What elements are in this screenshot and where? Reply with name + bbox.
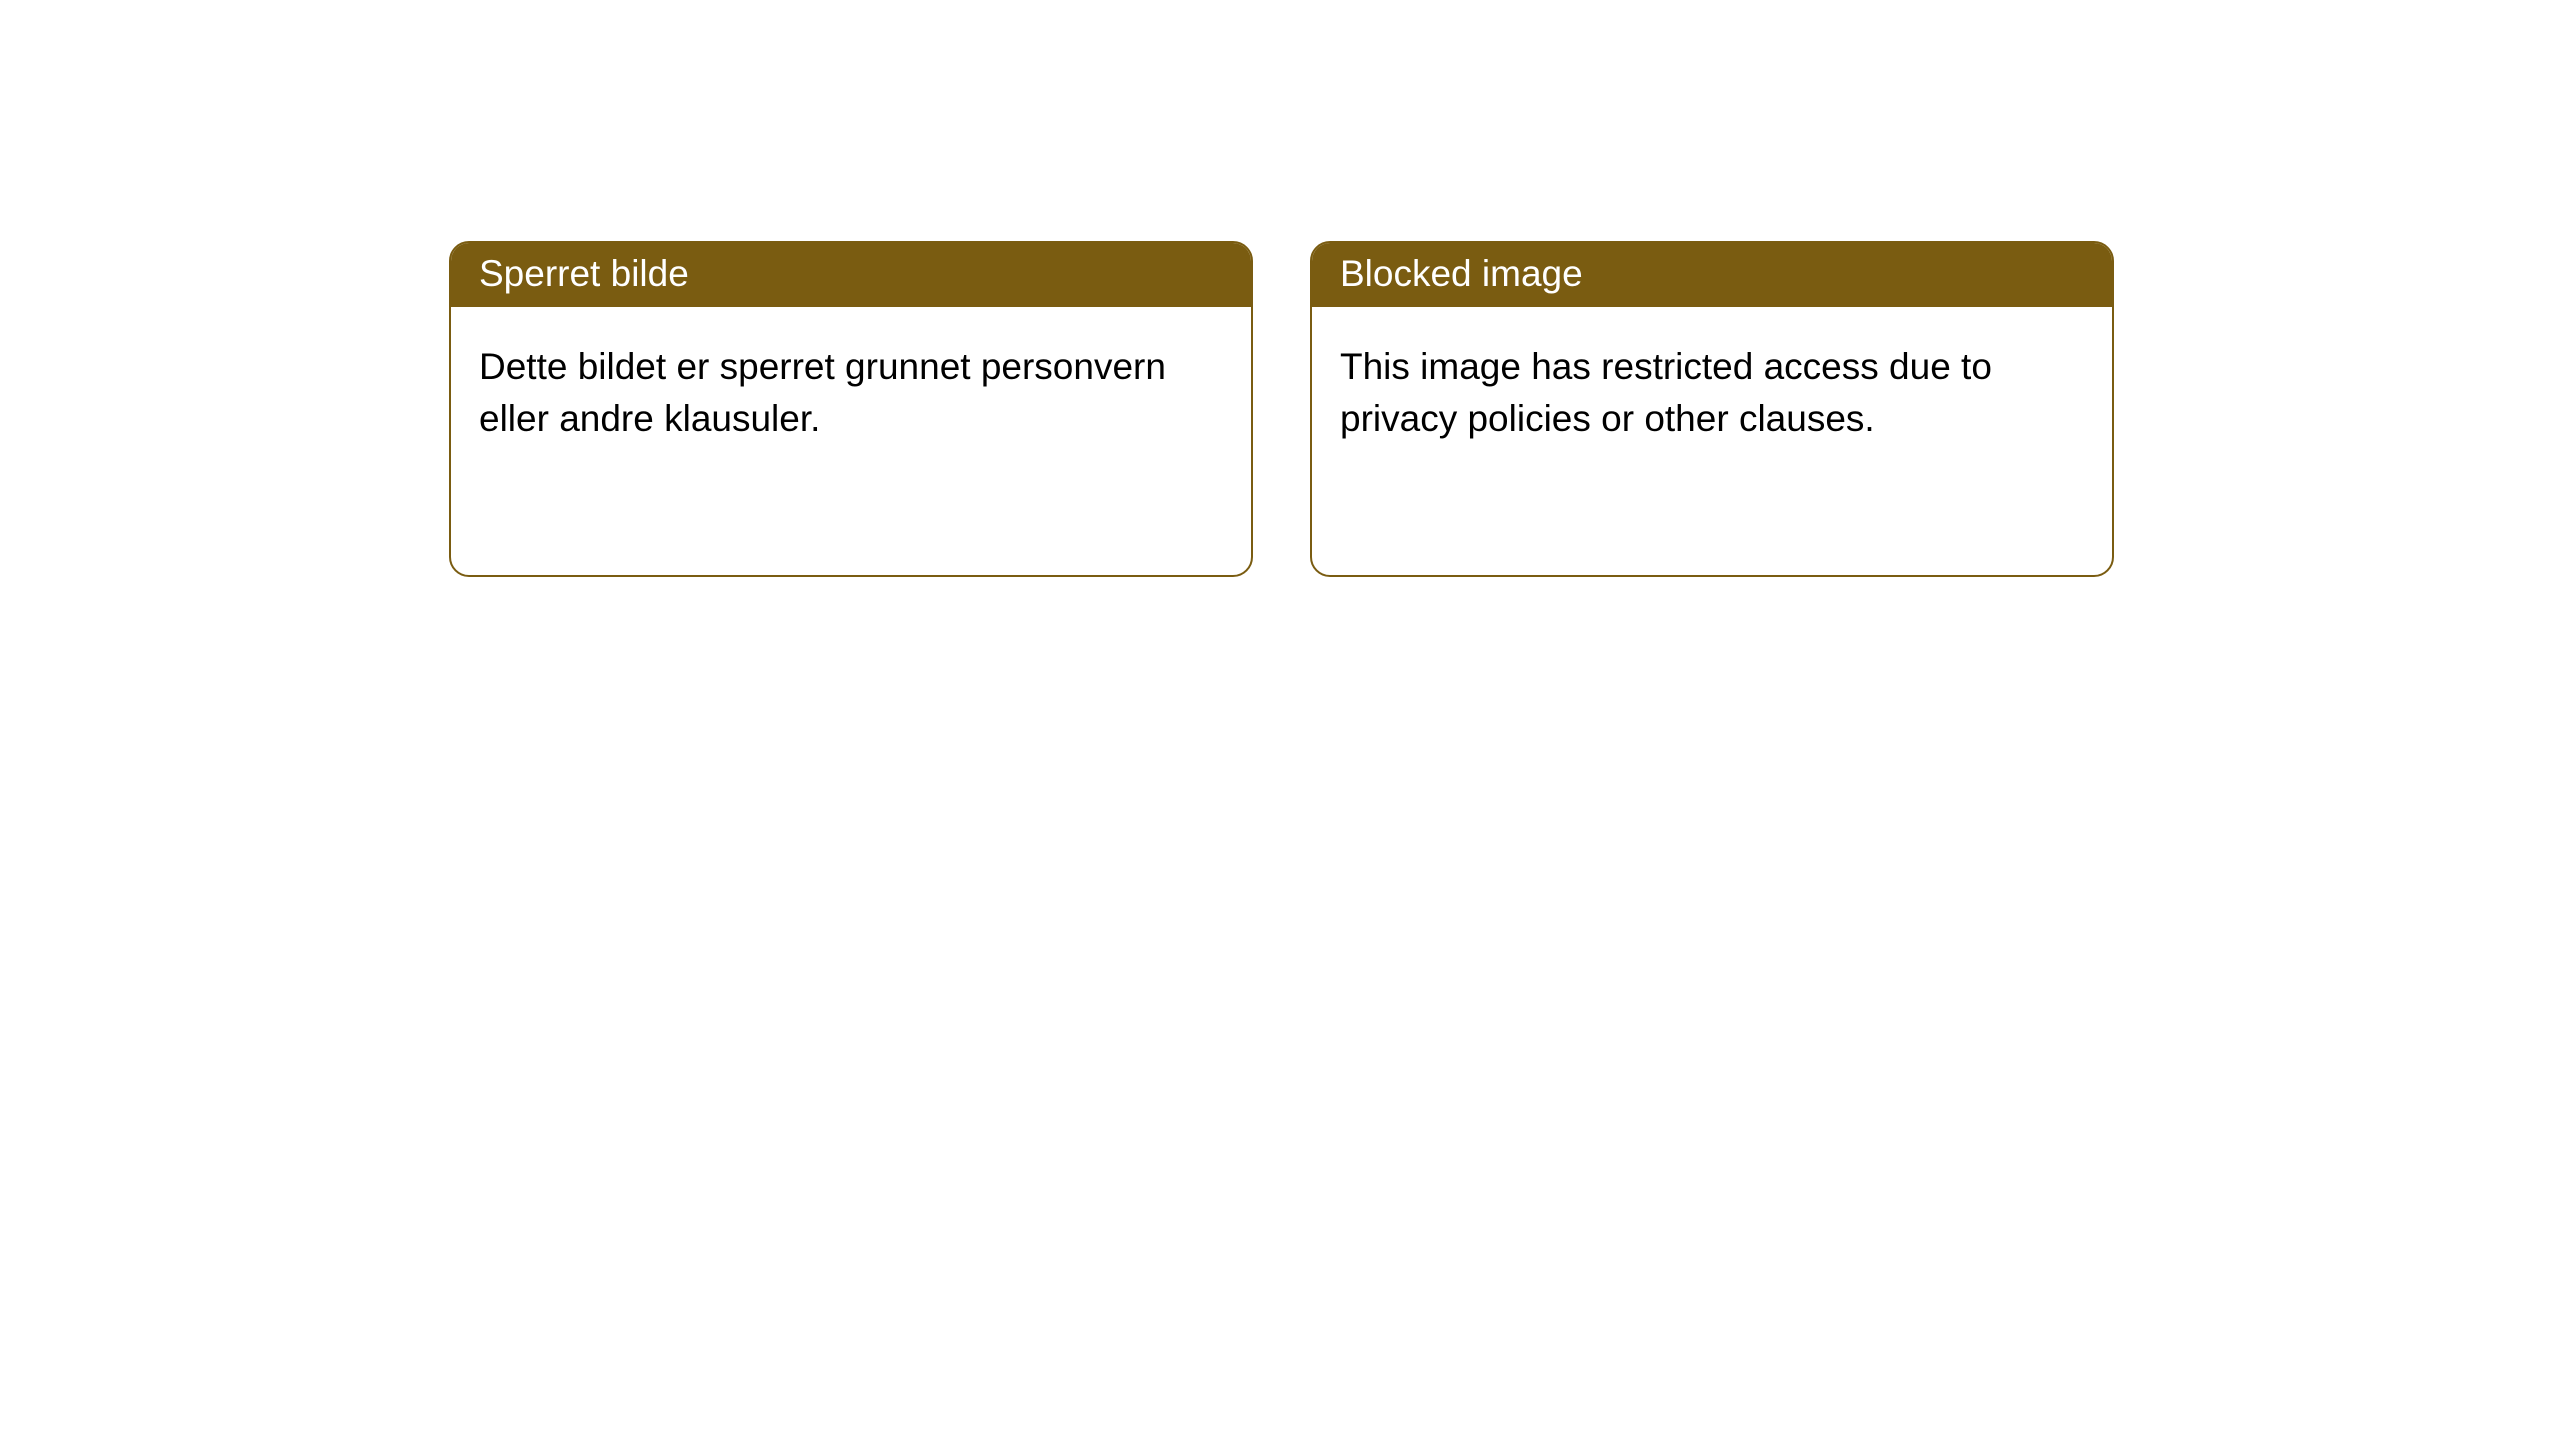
- notice-title: Sperret bilde: [451, 243, 1251, 307]
- notice-body: Dette bildet er sperret grunnet personve…: [451, 307, 1251, 479]
- notice-card-norwegian: Sperret bilde Dette bildet er sperret gr…: [449, 241, 1253, 577]
- notice-title: Blocked image: [1312, 243, 2112, 307]
- notice-body: This image has restricted access due to …: [1312, 307, 2112, 479]
- notice-container: Sperret bilde Dette bildet er sperret gr…: [449, 241, 2114, 577]
- notice-card-english: Blocked image This image has restricted …: [1310, 241, 2114, 577]
